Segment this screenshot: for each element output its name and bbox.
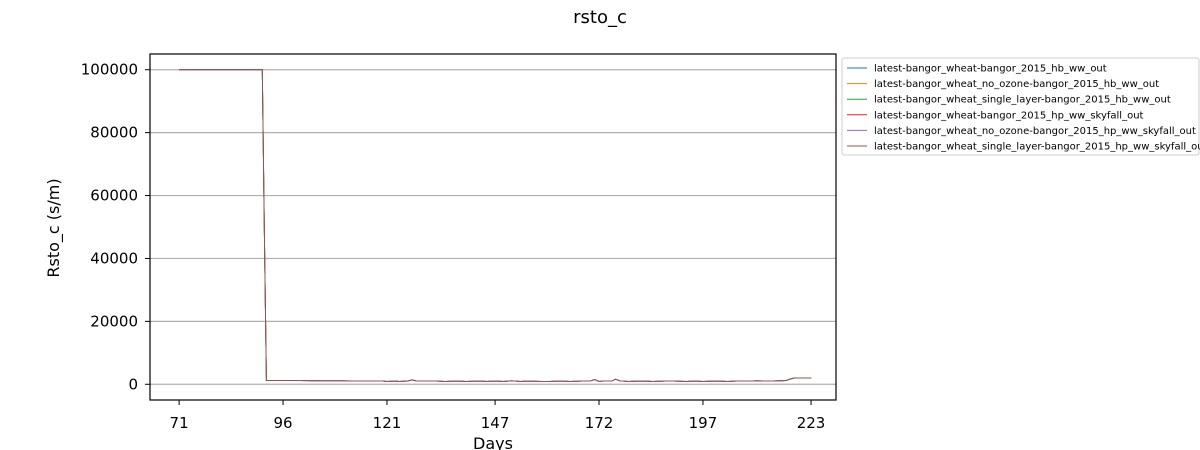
y-tick-label: 0 [128, 375, 138, 393]
x-axis-ticks: 71 96 121 147 172 197 223 [170, 400, 826, 432]
y-tick-label: 40000 [90, 249, 138, 267]
series-line-2 [179, 69, 812, 382]
y-axis-ticks: 0 20000 40000 60000 80000 100000 [81, 61, 150, 393]
legend-label: latest-bangor_wheat-bangor_2015_hb_ww_ou… [874, 64, 1107, 75]
series-lines [179, 69, 812, 382]
x-tick-label: 71 [170, 414, 189, 432]
legend-frame [841, 57, 1200, 156]
x-tick-label: 147 [481, 414, 510, 432]
series-line-6 [179, 69, 812, 382]
y-tick-label: 20000 [90, 312, 138, 330]
legend-label: latest-bangor_wheat_single_layer-bangor_… [874, 95, 1171, 106]
x-tick-label: 96 [273, 414, 292, 432]
series-line-3 [179, 69, 812, 382]
series-line-1 [179, 69, 812, 382]
series-line-4 [179, 69, 812, 382]
y-tick-label: 100000 [81, 61, 138, 79]
y-tick-label: 60000 [90, 187, 138, 205]
y-axis-label: Rsto_c (s/m) [44, 178, 64, 277]
legend-label: latest-bangor_wheat_no_ozone-bangor_2015… [874, 126, 1196, 137]
x-tick-label: 121 [373, 414, 402, 432]
x-tick-label: 197 [689, 414, 718, 432]
y-gridlines [150, 69, 836, 385]
chart-title: rsto_c [573, 7, 627, 28]
x-axis-label: Days [473, 434, 513, 450]
legend-label: latest-bangor_wheat_single_layer-bangor_… [874, 142, 1200, 153]
legend-label: latest-bangor_wheat_no_ozone-bangor_2015… [874, 79, 1159, 90]
x-tick-label: 223 [797, 414, 826, 432]
y-tick-label: 80000 [90, 124, 138, 142]
legend-label: latest-bangor_wheat-bangor_2015_hp_ww_sk… [874, 110, 1144, 121]
x-tick-label: 172 [585, 414, 614, 432]
legend: latest-bangor_wheat-bangor_2015_hb_ww_ou… [841, 57, 1200, 156]
series-line-5 [179, 69, 812, 382]
plot-frame [149, 53, 837, 401]
